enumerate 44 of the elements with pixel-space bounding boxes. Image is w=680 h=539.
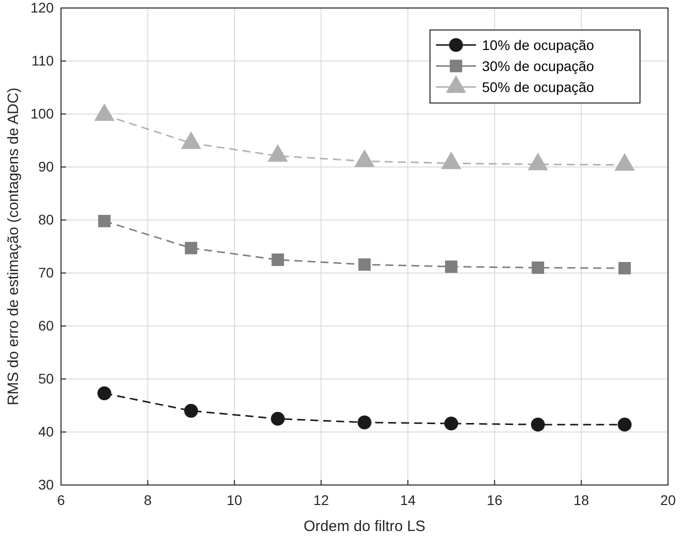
point: [97, 386, 112, 400]
y-tick-label: 100: [30, 105, 54, 122]
x-tick-label: 16: [486, 492, 503, 508]
point: [94, 104, 114, 121]
point: [270, 412, 285, 426]
point: [528, 153, 548, 170]
point: [530, 418, 545, 432]
y-tick-label: 60: [38, 317, 54, 334]
legend-label: 50% de ocupação: [482, 79, 594, 95]
point: [618, 262, 631, 274]
y-tick-label: 50: [38, 370, 54, 386]
x-tick-label: 20: [660, 492, 676, 508]
x-tick-label: 14: [400, 492, 416, 508]
point: [184, 404, 198, 418]
point: [444, 416, 458, 430]
x-tick-label: 8: [144, 492, 152, 508]
point: [614, 154, 634, 171]
point: [184, 242, 198, 254]
y-tick-label: 80: [38, 211, 54, 228]
legend-label: 30% de ocupação: [482, 58, 594, 74]
y-tick-label: 70: [38, 264, 54, 280]
y-tick-label: 110: [31, 52, 54, 68]
x-tick-label: 6: [57, 492, 66, 508]
point: [181, 132, 201, 150]
point: [98, 214, 111, 228]
point: [358, 416, 372, 430]
point: [441, 152, 462, 170]
y-tick-label: 40: [38, 423, 54, 440]
point: [272, 254, 284, 266]
y-axis-title: RMS do erro de estimação (contagens de ADC): [5, 88, 22, 406]
y-tick-label: 30: [38, 476, 54, 492]
x-tick-label: 10: [226, 492, 242, 508]
point: [618, 418, 632, 432]
point: [358, 258, 371, 271]
x-tick-label: 18: [573, 492, 590, 508]
y-tick-label: 90: [38, 158, 54, 174]
legend-label: 10% de ocupação: [482, 37, 594, 53]
point: [268, 144, 288, 162]
point: [354, 150, 374, 168]
y-tick-label: 120: [30, 0, 54, 16]
point: [532, 262, 544, 274]
x-tick-label: 12: [313, 492, 330, 508]
point: [445, 260, 458, 273]
x-axis-title: Ordem do filtro LS: [304, 518, 426, 535]
